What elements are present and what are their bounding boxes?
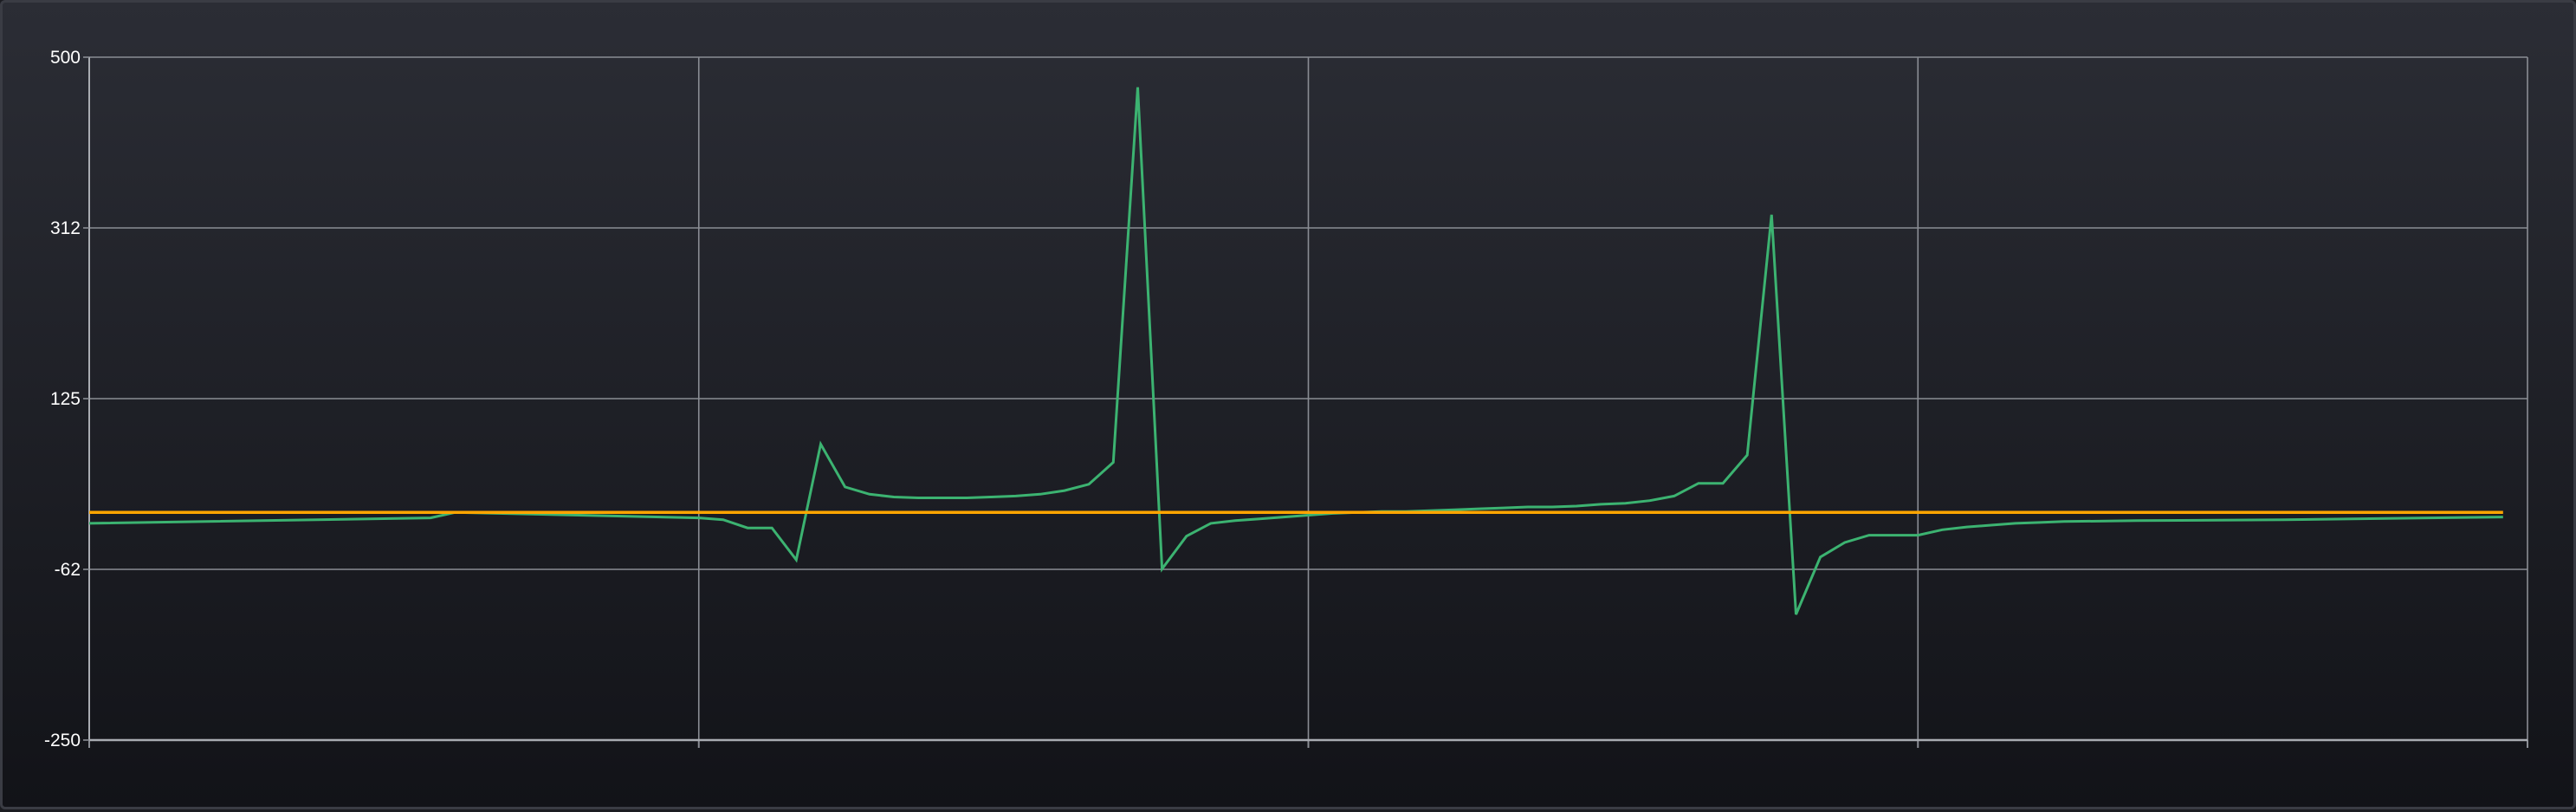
line-chart: 500 312 125 -62 -250	[3, 3, 2576, 812]
y-tick-label: -62	[55, 560, 81, 580]
y-tick-label: -250	[44, 731, 81, 750]
series-group	[89, 88, 2503, 614]
y-tick-label: 312	[50, 218, 81, 238]
y-tick-label: 500	[50, 48, 81, 68]
series-line-1	[89, 88, 2503, 614]
grid-lines	[89, 57, 2527, 740]
y-tick-label: 125	[50, 389, 81, 409]
y-axis-ticks: 500 312 125 -62 -250	[44, 48, 89, 750]
